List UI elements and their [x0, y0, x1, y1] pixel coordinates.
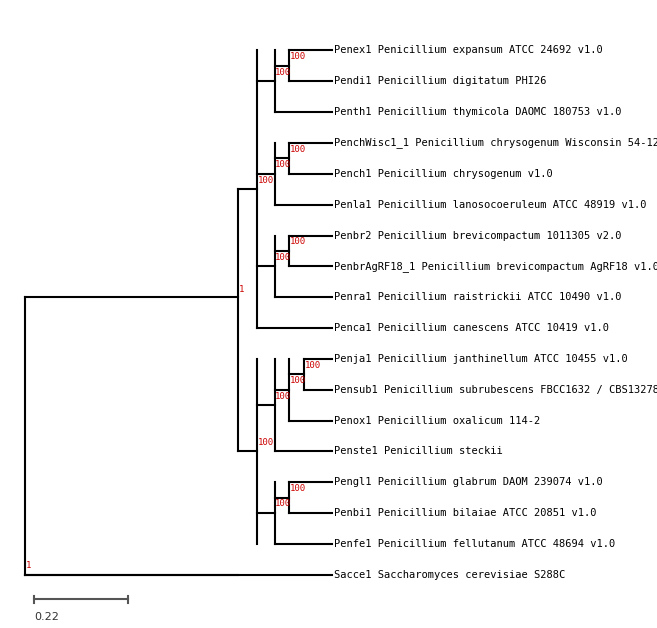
Text: Pengl1 Penicillium glabrum DAOM 239074 v1.0: Pengl1 Penicillium glabrum DAOM 239074 v… [334, 477, 603, 487]
Text: Pench1 Penicillium chrysogenum v1.0: Pench1 Penicillium chrysogenum v1.0 [334, 169, 553, 179]
Text: Pensub1 Penicillium subrubescens FBCC1632 / CBS132785: Pensub1 Penicillium subrubescens FBCC163… [334, 385, 657, 395]
Text: Penbi1 Penicillium bilaiae ATCC 20851 v1.0: Penbi1 Penicillium bilaiae ATCC 20851 v1… [334, 508, 597, 518]
Text: Penste1 Penicillium steckii: Penste1 Penicillium steckii [334, 447, 503, 457]
Text: 100: 100 [290, 52, 306, 62]
Text: Penex1 Penicillium expansum ATCC 24692 v1.0: Penex1 Penicillium expansum ATCC 24692 v… [334, 45, 603, 55]
Text: Penja1 Penicillium janthinellum ATCC 10455 v1.0: Penja1 Penicillium janthinellum ATCC 104… [334, 354, 628, 364]
Text: 100: 100 [290, 484, 306, 493]
Text: Sacce1 Saccharomyces cerevisiae S288C: Sacce1 Saccharomyces cerevisiae S288C [334, 570, 566, 580]
Text: 1: 1 [26, 561, 32, 570]
Text: PenbrAgRF18_1 Penicillium brevicompactum AgRF18 v1.0: PenbrAgRF18_1 Penicillium brevicompactum… [334, 261, 657, 272]
Text: Penra1 Penicillium raistrickii ATCC 10490 v1.0: Penra1 Penicillium raistrickii ATCC 1049… [334, 292, 622, 302]
Text: 100: 100 [305, 360, 321, 370]
Text: Penla1 Penicillium lanosocoeruleum ATCC 48919 v1.0: Penla1 Penicillium lanosocoeruleum ATCC … [334, 200, 646, 210]
Text: 100: 100 [275, 68, 292, 77]
Text: 100: 100 [290, 237, 306, 246]
Text: 100: 100 [290, 376, 306, 385]
Text: PenchWisc1_1 Penicillium chrysogenum Wisconsin 54-1255: PenchWisc1_1 Penicillium chrysogenum Wis… [334, 138, 657, 148]
Text: 100: 100 [258, 176, 275, 185]
Text: Penca1 Penicillium canescens ATCC 10419 v1.0: Penca1 Penicillium canescens ATCC 10419 … [334, 323, 609, 333]
Text: Penbr2 Penicillium brevicompactum 1011305 v2.0: Penbr2 Penicillium brevicompactum 101130… [334, 230, 622, 241]
Text: Penfe1 Penicillium fellutanum ATCC 48694 v1.0: Penfe1 Penicillium fellutanum ATCC 48694… [334, 539, 616, 549]
Text: 100: 100 [275, 160, 292, 169]
Text: Penox1 Penicillium oxalicum 114-2: Penox1 Penicillium oxalicum 114-2 [334, 416, 540, 426]
Text: Penth1 Penicillium thymicola DAOMC 180753 v1.0: Penth1 Penicillium thymicola DAOMC 18075… [334, 107, 622, 117]
Text: 100: 100 [258, 438, 275, 447]
Text: Pendi1 Penicillium digitatum PHI26: Pendi1 Penicillium digitatum PHI26 [334, 76, 547, 86]
Text: 100: 100 [275, 252, 292, 262]
Text: 1: 1 [239, 285, 244, 294]
Text: 100: 100 [275, 499, 292, 509]
Text: 100: 100 [275, 391, 292, 401]
Text: 100: 100 [290, 145, 306, 154]
Text: 0.22: 0.22 [34, 612, 59, 622]
